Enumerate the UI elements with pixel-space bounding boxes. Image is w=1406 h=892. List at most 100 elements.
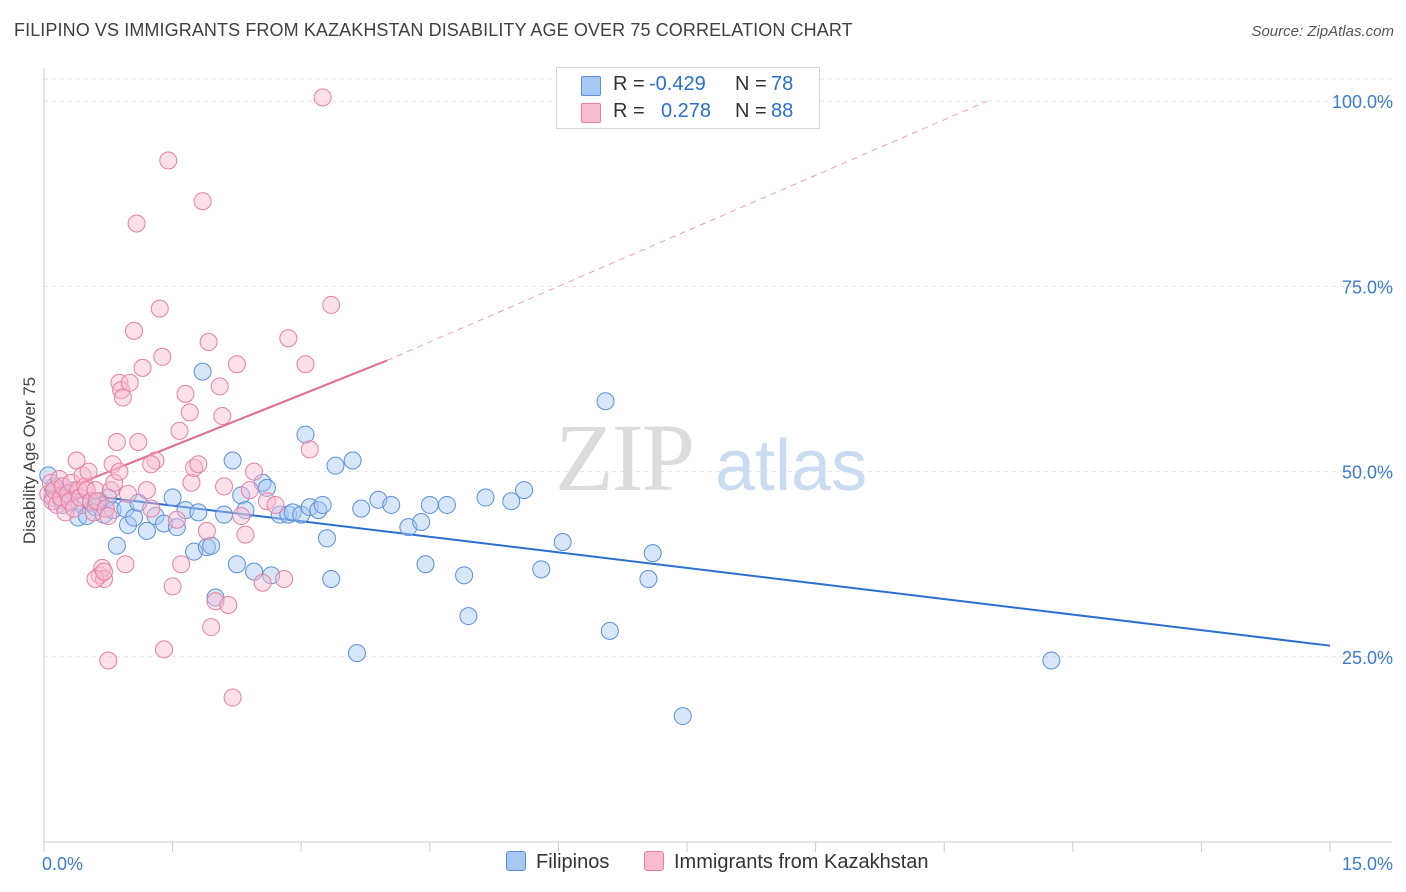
- point-filipinos: [227, 555, 246, 574]
- point-kazakhstan: [167, 510, 186, 529]
- point-kazakhstan: [210, 377, 229, 396]
- point-kazakhstan: [142, 499, 161, 518]
- point-kazakhstan: [257, 492, 276, 511]
- trend-line-filipinos: [43, 489, 1331, 647]
- point-kazakhstan: [129, 432, 148, 451]
- point-kazakhstan: [110, 373, 129, 392]
- point-filipinos: [232, 486, 251, 505]
- point-kazakhstan: [86, 481, 105, 500]
- point-filipinos: [420, 495, 439, 514]
- point-kazakhstan: [219, 595, 238, 614]
- point-kazakhstan: [199, 332, 218, 351]
- point-kazakhstan: [99, 507, 118, 526]
- point-kazakhstan: [79, 462, 98, 481]
- point-filipinos: [416, 555, 435, 574]
- point-filipinos: [532, 560, 551, 579]
- point-kazakhstan: [189, 455, 208, 474]
- point-kazakhstan: [227, 355, 246, 374]
- point-kazakhstan: [82, 492, 101, 511]
- point-kazakhstan: [120, 373, 139, 392]
- trend-lines: [43, 100, 1331, 647]
- point-kazakhstan: [110, 462, 129, 481]
- point-kazakhstan: [153, 347, 172, 366]
- point-kazakhstan: [223, 688, 242, 707]
- x-tick-label: 0.0%: [42, 854, 83, 874]
- point-filipinos: [215, 505, 234, 524]
- legend-swatch-kazakhstan: [581, 103, 601, 123]
- point-filipinos: [639, 570, 658, 589]
- point-kazakhstan: [133, 358, 152, 377]
- point-kazakhstan: [45, 481, 64, 500]
- point-kazakhstan: [107, 432, 126, 451]
- point-filipinos: [476, 488, 495, 507]
- point-kazakhstan: [65, 499, 84, 518]
- point-filipinos: [437, 495, 456, 514]
- point-filipinos: [1042, 651, 1061, 670]
- point-filipinos: [202, 536, 221, 555]
- point-filipinos: [107, 536, 126, 555]
- point-kazakhstan: [96, 499, 115, 518]
- legend-r-value: -0.429: [649, 73, 706, 95]
- point-filipinos: [455, 566, 474, 585]
- point-kazakhstan: [275, 570, 294, 589]
- point-kazakhstan: [95, 562, 114, 581]
- legend-n-label: N =: [735, 73, 767, 95]
- point-kazakhstan: [125, 321, 144, 340]
- legend: R = -0.429 N = 78 R = 0.278 N = 88: [556, 67, 820, 129]
- bottom-legend-swatch-kazakhstan: [644, 851, 664, 871]
- x-tick-label: 15.0%: [1342, 854, 1393, 874]
- point-kazakhstan: [313, 88, 332, 107]
- point-filipinos: [223, 451, 242, 470]
- point-filipinos: [673, 707, 692, 726]
- trend-line-kazakhstan: [43, 359, 388, 499]
- legend-n-value: 88: [771, 100, 794, 122]
- point-filipinos: [352, 499, 371, 518]
- point-kazakhstan: [197, 521, 216, 540]
- point-filipinos: [459, 607, 478, 626]
- point-kazakhstan: [236, 525, 255, 544]
- legend-swatch-filipinos: [581, 76, 601, 96]
- point-kazakhstan: [253, 573, 272, 592]
- tick-labels: 25.0% 50.0% 75.0% 100.0% 0.0% 15.0% Disability…: [20, 92, 1393, 874]
- watermark: ZIP atlas: [555, 404, 867, 511]
- point-kazakhstan: [159, 151, 178, 170]
- point-kazakhstan: [137, 481, 156, 500]
- point-kazakhstan: [176, 384, 195, 403]
- point-kazakhstan: [170, 421, 189, 440]
- point-kazakhstan: [232, 507, 251, 526]
- point-kazakhstan: [119, 484, 138, 503]
- point-kazakhstan: [300, 440, 319, 459]
- trend-extension-kazakhstan: [386, 100, 988, 361]
- point-kazakhstan: [266, 495, 285, 514]
- point-filipinos: [296, 425, 315, 444]
- point-filipinos: [515, 481, 534, 500]
- legend-r-label: R =: [613, 100, 645, 122]
- point-filipinos: [193, 362, 212, 381]
- point-filipinos: [596, 392, 615, 411]
- point-kazakhstan: [322, 295, 341, 314]
- point-kazakhstan: [71, 488, 90, 507]
- point-kazakhstan: [113, 388, 132, 407]
- point-filipinos: [137, 521, 156, 540]
- y-tick-label: 100.0%: [1332, 92, 1393, 112]
- point-filipinos: [553, 532, 572, 551]
- y-axis-label: Disability Age Over 75: [20, 377, 39, 544]
- chart-source: Source: ZipAtlas.com: [1251, 23, 1394, 40]
- point-filipinos: [382, 495, 401, 514]
- point-kazakhstan: [245, 462, 264, 481]
- point-filipinos: [119, 515, 138, 534]
- point-kazakhstan: [116, 555, 135, 574]
- point-kazakhstan: [62, 473, 81, 492]
- point-kazakhstan: [142, 455, 161, 474]
- point-filipinos: [167, 518, 186, 537]
- point-filipinos: [412, 512, 431, 531]
- data-points: [39, 88, 1061, 726]
- point-filipinos: [189, 503, 208, 522]
- watermark-zip: ZIP: [555, 404, 693, 511]
- bottom-legend-kazakhstan: Immigrants from Kazakhstan: [644, 851, 929, 874]
- legend-r-label: R =: [613, 73, 645, 95]
- point-filipinos: [502, 492, 521, 511]
- point-filipinos: [322, 570, 341, 589]
- chart-title: FILIPINO VS IMMIGRANTS FROM KAZAKHSTAN D…: [14, 20, 853, 40]
